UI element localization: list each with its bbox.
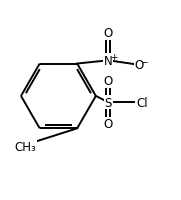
Text: O: O — [104, 75, 113, 88]
Text: +: + — [110, 53, 117, 62]
Text: O: O — [104, 27, 113, 40]
Text: O: O — [104, 117, 113, 130]
Text: O: O — [134, 59, 143, 72]
Text: Cl: Cl — [136, 96, 148, 109]
Text: CH₃: CH₃ — [15, 141, 36, 153]
Text: −: − — [140, 57, 148, 66]
Text: S: S — [105, 96, 112, 109]
Text: N: N — [104, 55, 113, 67]
